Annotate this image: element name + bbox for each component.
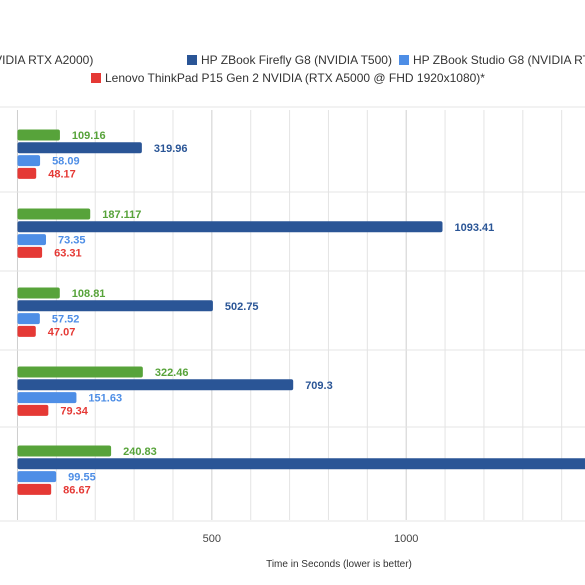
bar-label-group-1-series-4: 48.17	[48, 168, 76, 180]
legend-swatch-2	[187, 55, 197, 65]
gridlines	[0, 106, 585, 522]
x-tick-label: 1000	[394, 533, 418, 545]
bar-label-group-2-series-4: 63.31	[54, 247, 82, 259]
bar-group-4-series-1	[17, 366, 143, 378]
bar-label-group-1-series-3: 58.09	[52, 156, 80, 168]
bar-label-group-4-series-4: 79.34	[60, 405, 88, 417]
bar-label-group-3-series-3: 57.52	[52, 314, 80, 326]
x-axis-title: Time in Seconds (lower is better)	[266, 559, 412, 570]
bar-group-5-series-2	[17, 458, 585, 470]
legend-label-2: HP ZBook Firefly G8 (NVIDIA T500)	[201, 53, 392, 67]
bar-label-group-2-series-1: 187.117	[102, 209, 141, 221]
bar-group-4-series-3	[17, 392, 77, 404]
bar-group-1-series-2	[17, 142, 142, 154]
bar-label-group-1-series-2: 319.96	[154, 143, 188, 155]
bar-group-2-series-1	[17, 208, 91, 220]
x-tick-label: 500	[203, 533, 221, 545]
bar-group-3-series-3	[17, 313, 40, 325]
bar-label-group-5-series-4: 86.67	[63, 484, 91, 496]
bar-label-group-2-series-3: 73.35	[58, 235, 86, 247]
bar-label-group-4-series-1: 322.46	[155, 367, 189, 379]
bar-group-2-series-4	[17, 246, 43, 258]
bar-label-group-5-series-3: 99.55	[68, 472, 96, 484]
bar-label-group-3-series-2: 502.75	[225, 301, 259, 313]
bar-group-2-series-2	[17, 221, 443, 233]
bar-label-group-2-series-2: 1093.41	[455, 222, 495, 234]
bar-group-1-series-4	[17, 167, 37, 179]
legend-label-3: HP ZBook Studio G8 (NVIDIA RTX A5000)	[413, 53, 585, 67]
bar-label-group-4-series-3: 151.63	[88, 393, 122, 405]
legend-swatch-4	[91, 73, 101, 83]
x-axis-ticks: 50010001500	[203, 533, 419, 545]
legend-swatch-3	[399, 55, 409, 65]
bar-group-3-series-4	[17, 325, 36, 337]
bar-group-5-series-4	[17, 483, 52, 495]
bar-group-4-series-2	[17, 379, 294, 391]
bar-label-group-3-series-1: 108.81	[72, 288, 106, 300]
legend-label-4: Lenovo ThinkPad P15 Gen 2 NVIDIA (RTX A5…	[105, 71, 485, 85]
bar-group-3-series-2	[17, 300, 213, 312]
legend-label-1: HP ZBook Power G8 (NVIDIA RTX A2000)	[0, 53, 93, 67]
bars	[17, 129, 585, 495]
bar-group-4-series-4	[17, 404, 49, 416]
bar-group-1-series-1	[17, 129, 60, 141]
bar-label-group-5-series-1: 240.83	[123, 446, 157, 458]
bar-group-5-series-1	[17, 445, 112, 457]
bar-group-3-series-1	[17, 287, 60, 299]
bar-label-group-4-series-2: 709.3	[305, 380, 333, 392]
bar-label-group-1-series-1: 109.16	[72, 130, 106, 142]
bar-label-group-3-series-4: 47.07	[48, 326, 76, 338]
bar-group-1-series-3	[17, 155, 41, 167]
legend: HP ZBook Power G8 (NVIDIA RTX A2000) HP Z…	[0, 53, 585, 85]
bar-group-5-series-3	[17, 471, 57, 483]
bar-group-2-series-3	[17, 234, 47, 246]
